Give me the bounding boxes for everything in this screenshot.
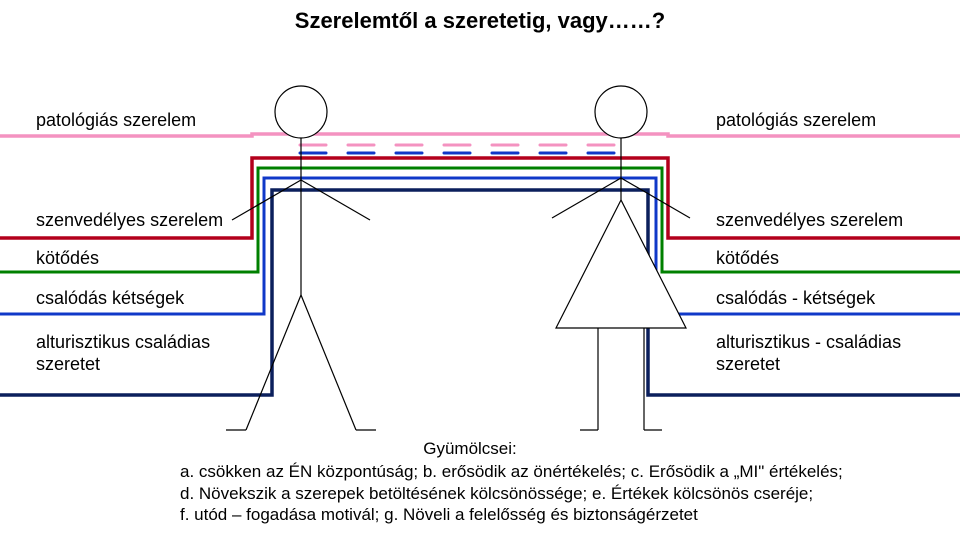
level-line-pink xyxy=(0,134,960,136)
level-line-green xyxy=(0,168,960,272)
diagram-svg xyxy=(0,0,960,541)
figure-right-arm-l xyxy=(552,178,621,218)
figure-left-arm-r xyxy=(301,180,370,220)
figure-head xyxy=(275,86,327,138)
figure-left-arm-l xyxy=(232,180,301,220)
figure-left-leg-r xyxy=(301,295,356,430)
level-line-red xyxy=(0,158,960,238)
level-line-blue xyxy=(0,178,960,314)
level-line-navy xyxy=(0,190,960,395)
figure-head xyxy=(595,86,647,138)
